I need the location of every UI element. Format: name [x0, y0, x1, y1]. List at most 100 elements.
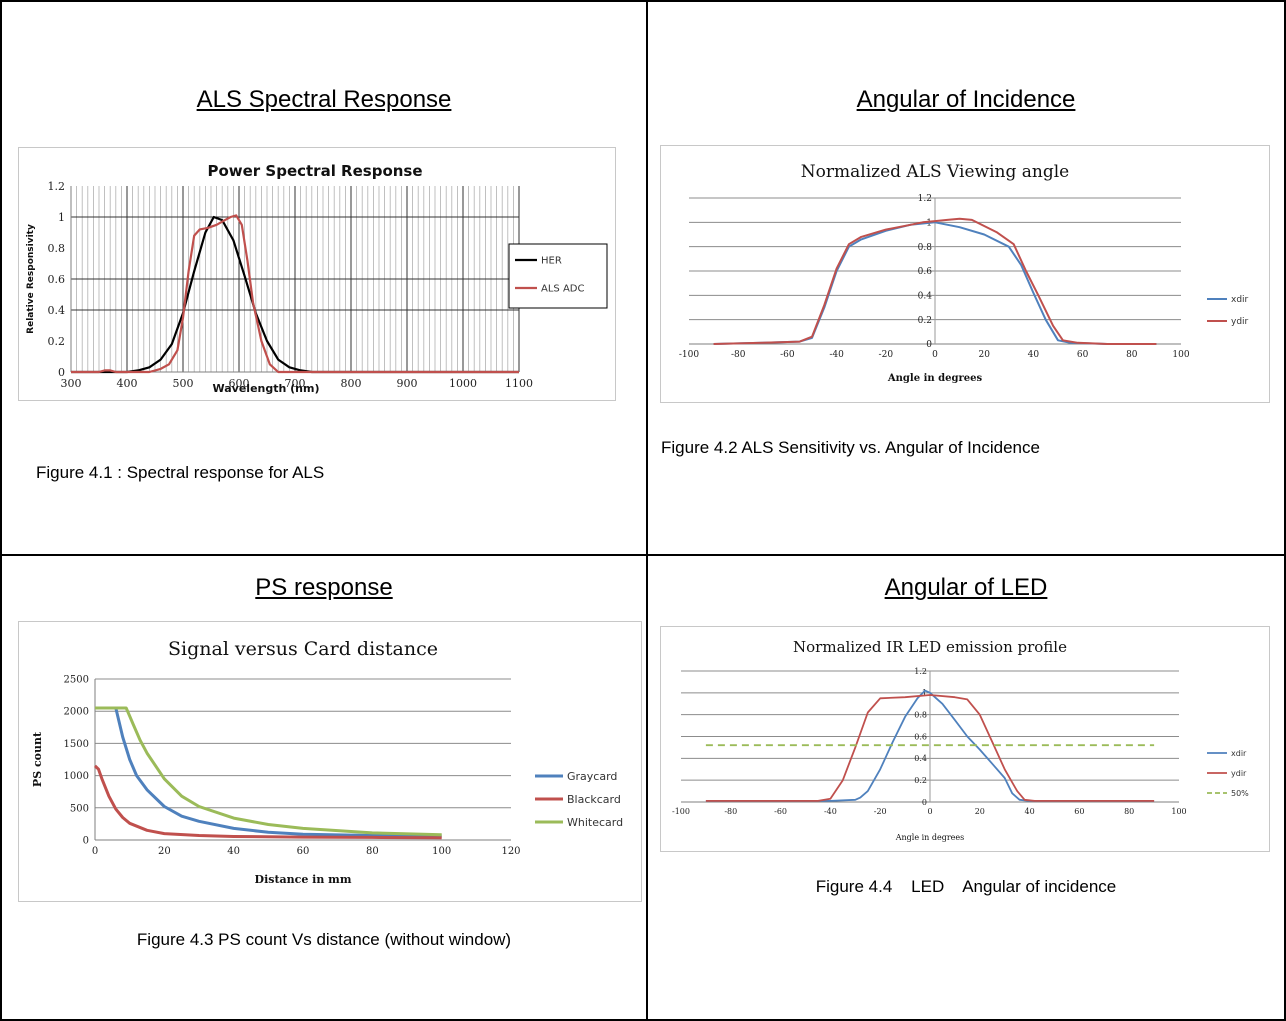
chart1-y-tick-label: 0.2: [48, 335, 66, 348]
chart-power-spectral: 300 400 500 600 700 800 900 1000 1100 0 0.2 0.4 0.6 0…: [18, 147, 616, 401]
chart1-y-tick-label: 0: [58, 366, 65, 379]
chart4-legend-label: ydir: [1231, 769, 1247, 778]
chart1-x-tick-label: 1100: [505, 377, 533, 390]
chart1-title: Power Spectral Response: [207, 162, 422, 180]
chart2-x-tick-label: -20: [879, 350, 894, 360]
chart1-legend-label: ALS ADC: [541, 284, 584, 295]
cell-title-als-spectral: ALS Spectral Response: [196, 86, 452, 113]
chart2-x-tick-label: 60: [1077, 350, 1089, 360]
chart2-x-tick-label: -60: [780, 350, 795, 360]
chart2-y-tick-label: 1.2: [918, 194, 932, 204]
chart-ir-led-profile-svg: -100 -80 -60 -40 -20 0 20 40 60 80 100 0 0.2 0.4 0.6 0.…: [672, 638, 1249, 842]
chart2-x-tick-label: -100: [679, 350, 699, 360]
chart4-x-tick-label: 40: [1025, 807, 1035, 816]
cell-title-angular-led: Angular of LED: [884, 574, 1048, 601]
chart1-y-axis-label: Relative Responsivity: [26, 224, 36, 334]
chart3-x-tick-label: 20: [158, 846, 171, 857]
chart2-x-axis-label: Angle in degrees: [887, 373, 983, 384]
chart4-x-tick-label: 60: [1074, 807, 1084, 816]
chart4-x-tick-label: -100: [672, 807, 690, 816]
chart3-x-tick-label: 40: [227, 846, 240, 857]
chart-signal-distance: 0 20 40 60 80 100 120 0 500 1000 1500 2000 2500 Signa…: [18, 621, 642, 902]
chart3-x-tick-label: 60: [297, 846, 310, 857]
caption-figure-4-3: Figure 4.3 PS count Vs distance (without…: [136, 930, 512, 949]
chart-signal-distance-svg: 0 20 40 60 80 100 120 0 500 1000 1500 2000 2500 Signa…: [31, 638, 623, 886]
chart4-series-ydir: [705, 694, 1155, 802]
chart1-legend-box: [508, 243, 608, 309]
chart2-title: Normalized ALS Viewing angle: [801, 162, 1069, 182]
chart1-x-tick-label: 500: [173, 377, 194, 390]
chart2-series-ydir: [713, 217, 1157, 345]
chart1-x-tick-label: 300: [61, 377, 82, 390]
chart2-x-tick-label: 100: [1172, 350, 1189, 360]
cell-title-ps-response: PS response: [255, 574, 393, 601]
chart3-series-graycard: [95, 706, 442, 838]
chart2-x-tick-label: -80: [731, 350, 746, 360]
chart3-x-axis-label: Distance in mm: [255, 873, 352, 886]
grid-border-left: [0, 0, 2, 1021]
chart1-y-tick-label: 1: [58, 211, 65, 224]
chart2-x-tick-label: 0: [932, 350, 938, 360]
chart1-legend-label: HER: [541, 256, 562, 267]
grid-divider-vertical: [646, 0, 648, 1021]
chart-ir-led-profile: -100 -80 -60 -40 -20 0 20 40 60 80 100 0 0.2 0.4 0.6 0.…: [660, 626, 1270, 852]
chart4-y-tick-label: 0.2: [914, 776, 927, 785]
chart2-y-tick-label: 0.4: [918, 291, 933, 301]
chart4-legend-label: xdir: [1231, 749, 1247, 758]
caption-figure-4-2: Figure 4.2 ALS Sensitivity vs. Angular o…: [661, 438, 1040, 457]
chart1-series-als-adc: [71, 214, 519, 374]
chart4-y-tick-label: 1: [922, 689, 927, 698]
chart3-x-tick-label: 80: [366, 846, 379, 857]
chart3-y-tick-label: 2500: [64, 675, 89, 686]
chart2-legend-label: xdir: [1231, 295, 1249, 305]
chart-als-viewing-angle: -100 -80 -60 -40 -20 0 20 40 60 80 100 0 0.2 0.4 0.6 0.…: [660, 145, 1270, 403]
chart2-y-tick-label: 0.6: [918, 267, 933, 277]
chart2-x-tick-label: 80: [1126, 350, 1138, 360]
chart1-x-tick-label: 700: [285, 377, 306, 390]
chart3-x-tick-label: 120: [501, 846, 520, 857]
chart2-x-tick-label: 40: [1028, 350, 1040, 360]
chart4-x-tick-label: 80: [1124, 807, 1134, 816]
chart2-x-tick-label: 20: [978, 350, 990, 360]
chart4-x-tick-label: -40: [824, 807, 837, 816]
chart1-x-tick-label: 900: [397, 377, 418, 390]
cell-title-angular-incidence: Angular of Incidence: [856, 86, 1076, 113]
chart3-legend-label: Blackcard: [567, 793, 621, 806]
chart1-x-tick-label: 800: [341, 377, 362, 390]
chart3-x-tick-label: 100: [432, 846, 451, 857]
chart4-y-tick-label: 0.8: [914, 710, 927, 719]
chart1-y-tick-label: 1.2: [48, 180, 66, 193]
chart4-x-tick-label: -20: [874, 807, 887, 816]
chart4-y-tick-label: 1.2: [914, 667, 927, 676]
chart4-legend-label: 50%: [1231, 789, 1249, 798]
chart1-x-tick-label: 400: [117, 377, 138, 390]
chart4-x-tick-label: 20: [975, 807, 985, 816]
chart4-y-tick-label: 0.6: [914, 732, 927, 741]
chart2-x-tick-label: -40: [829, 350, 844, 360]
grid-border-right: [1284, 0, 1286, 1021]
chart3-y-tick-label: 500: [70, 803, 89, 814]
chart1-x-axis-label: Wavelength (nm): [213, 382, 320, 395]
chart-power-spectral-svg: 300 400 500 600 700 800 900 1000 1100 0 0.2 0.4 0.6 0…: [26, 162, 608, 395]
chart4-x-axis-label: Angle in degrees: [895, 833, 965, 842]
chart4-x-tick-label: -80: [724, 807, 737, 816]
chart3-legend-label: Whitecard: [567, 816, 623, 829]
grid-border-top: [0, 0, 1286, 2]
chart3-title: Signal versus Card distance: [168, 638, 438, 660]
chart3-x-tick-label: 0: [92, 846, 98, 857]
chart1-x-tick-label: 600: [229, 377, 250, 390]
chart3-y-tick-label: 0: [83, 836, 89, 847]
chart4-y-tick-label: 0: [922, 798, 927, 807]
chart2-y-tick-label: 0.2: [918, 316, 932, 326]
chart3-y-tick-label: 1000: [64, 771, 89, 782]
chart4-series-xdir: [705, 689, 1155, 802]
chart3-series-whitecard: [95, 706, 442, 837]
chart2-legend-label: ydir: [1231, 317, 1249, 327]
chart1-y-tick-label: 0.6: [48, 273, 66, 286]
chart-als-viewing-angle-svg: -100 -80 -60 -40 -20 0 20 40 60 80 100 0 0.2 0.4 0.6 0.…: [679, 162, 1249, 384]
chart4-y-tick-label: 0.4: [914, 754, 927, 763]
chart2-y-tick-label: 0: [926, 340, 932, 350]
chart3-y-tick-label: 2000: [64, 707, 89, 718]
caption-figure-4-1: Figure 4.1 : Spectral response for ALS: [36, 463, 325, 482]
